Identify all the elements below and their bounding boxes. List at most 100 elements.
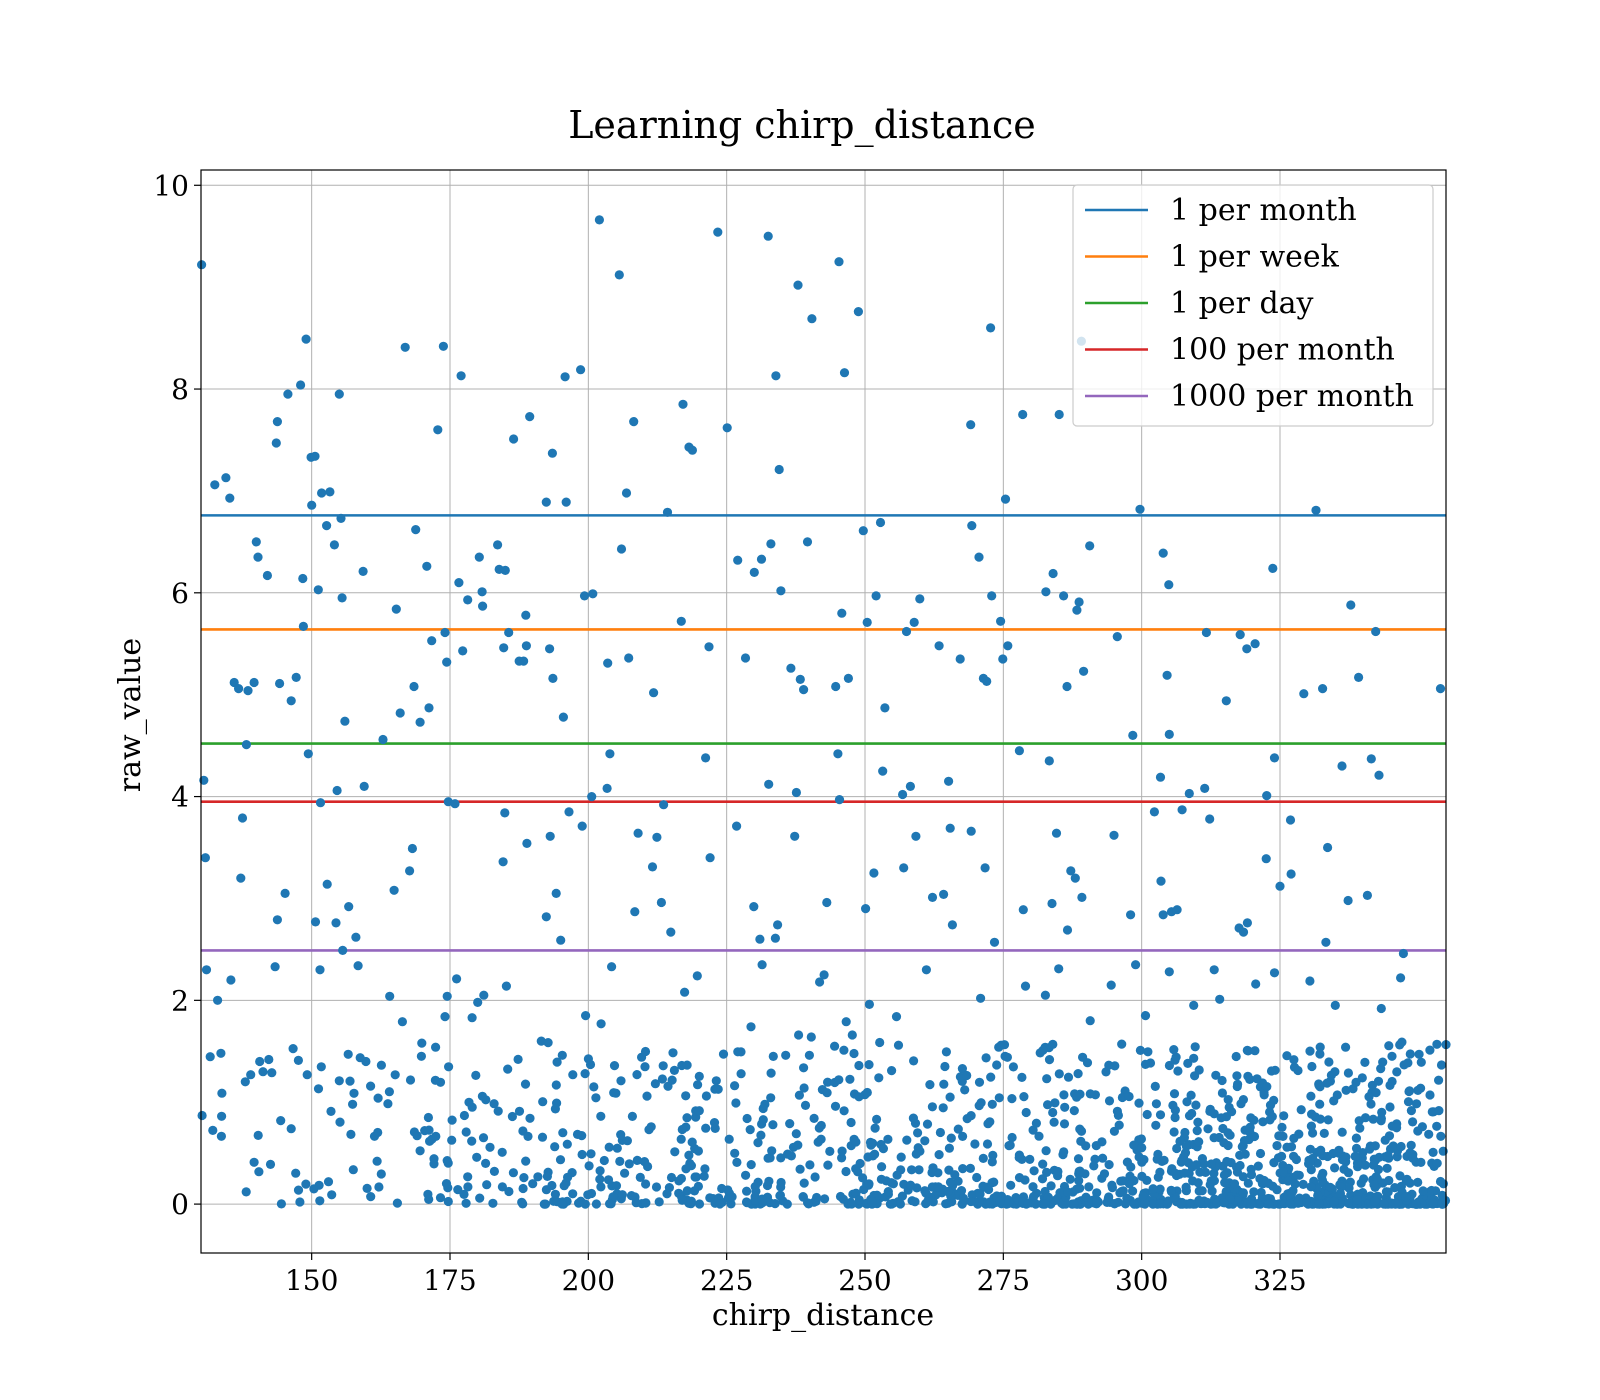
scatter-point [807,314,817,324]
scatter-point [560,372,570,382]
scatter-point [1029,1166,1039,1176]
scatter-point [1233,1079,1243,1089]
scatter-point [452,974,462,984]
scatter-point [972,1172,982,1183]
scatter-point [1249,1187,1259,1197]
scatter-point [847,1030,857,1040]
scatter-point [895,1199,906,1209]
scatter-point [1242,918,1252,928]
scatter-point [522,838,532,849]
scatter-point [669,1065,680,1075]
scatter-point [911,831,921,841]
scatter-point [1374,770,1384,780]
scatter-point [1075,1183,1085,1193]
scatter-point [325,487,335,497]
scatter-point [589,1082,599,1092]
scatter-point [577,1149,587,1160]
scatter-point [996,616,1006,626]
scatter-point [756,554,767,564]
scatter-point [1364,1092,1374,1102]
scatter-point [1034,1131,1044,1141]
scatter-point [713,227,723,237]
scatter-point [1317,1171,1327,1181]
scatter-point [666,1172,677,1183]
scatter-point [622,1136,633,1146]
scatter-point [1185,1199,1195,1209]
scatter-point [1289,1133,1299,1143]
scatter-point [757,960,767,970]
scatter-point [1434,1106,1444,1116]
scatter-point [1175,1136,1185,1146]
scatter-point [1126,1162,1136,1172]
scatter-point [753,1177,763,1187]
scatter-point [1181,1182,1191,1192]
scatter-point [1376,1003,1386,1014]
scatter-point [1362,890,1372,901]
scatter-point [200,853,210,863]
scatter-point [1351,1143,1362,1153]
scatter-point [867,1197,877,1207]
scatter-point [1306,1165,1316,1175]
scatter-point [966,1196,976,1207]
scatter-point [1109,1199,1120,1209]
scatter-point [477,587,487,597]
scatter-point [1020,981,1031,991]
scatter-point [887,1066,897,1076]
scatter-point [799,1063,809,1073]
scatter-point [616,544,627,554]
scatter-point [766,1093,776,1103]
scatter-point [950,1170,960,1180]
scatter-point [400,342,410,352]
scatter-point [617,1190,628,1200]
scatter-point [1254,1199,1264,1209]
scatter-point [771,371,781,381]
scatter-point [293,1055,303,1065]
scatter-point [1114,1120,1124,1130]
scatter-point [1126,910,1136,920]
scatter-point [1017,1072,1027,1082]
scatter-point [1170,1055,1180,1065]
scatter-point [987,591,997,601]
scatter-point [336,513,346,524]
scatter-point [525,412,535,422]
scatter-point [984,1199,995,1209]
scatter-point [240,1077,250,1087]
scatter-point [1197,1154,1207,1164]
scatter-point [310,451,320,461]
scatter-point [586,1149,596,1159]
scatter-point [1337,761,1347,771]
scatter-point [588,589,598,599]
scatter-point [1025,1154,1035,1164]
scatter-point [1048,1039,1058,1049]
scatter-point [376,1169,386,1179]
scatter-point [658,1061,668,1071]
scatter-point [283,389,293,399]
scatter-point [542,1171,553,1181]
scatter-point [742,1113,752,1124]
y-axis-label: raw_value [113,638,148,792]
scatter-point [1043,1100,1053,1110]
scatter-point [1166,1185,1176,1195]
scatter-point [776,1177,786,1188]
scatter-point [1403,1097,1414,1107]
scatter-point [221,473,231,483]
scatter-point [1042,1167,1052,1177]
scatter-point [1109,830,1119,840]
scatter-point [605,749,615,759]
scatter-point [1238,1188,1248,1198]
scatter-point [958,1131,968,1141]
scatter-point [799,1178,809,1188]
scatter-point [1216,1113,1226,1123]
scatter-point [1305,1157,1315,1167]
scatter-point [677,1124,687,1135]
scatter-point [1148,1184,1158,1194]
scatter-point [681,1091,691,1101]
scatter-point [1262,1082,1272,1092]
scatter-point [441,1179,452,1189]
scatter-point [804,1050,815,1060]
scatter-point [497,1182,507,1192]
scatter-point [1384,1175,1394,1186]
scatter-point [1118,1186,1128,1196]
legend-label: 1 per day [1170,286,1314,321]
scatter-point [1194,1065,1204,1075]
